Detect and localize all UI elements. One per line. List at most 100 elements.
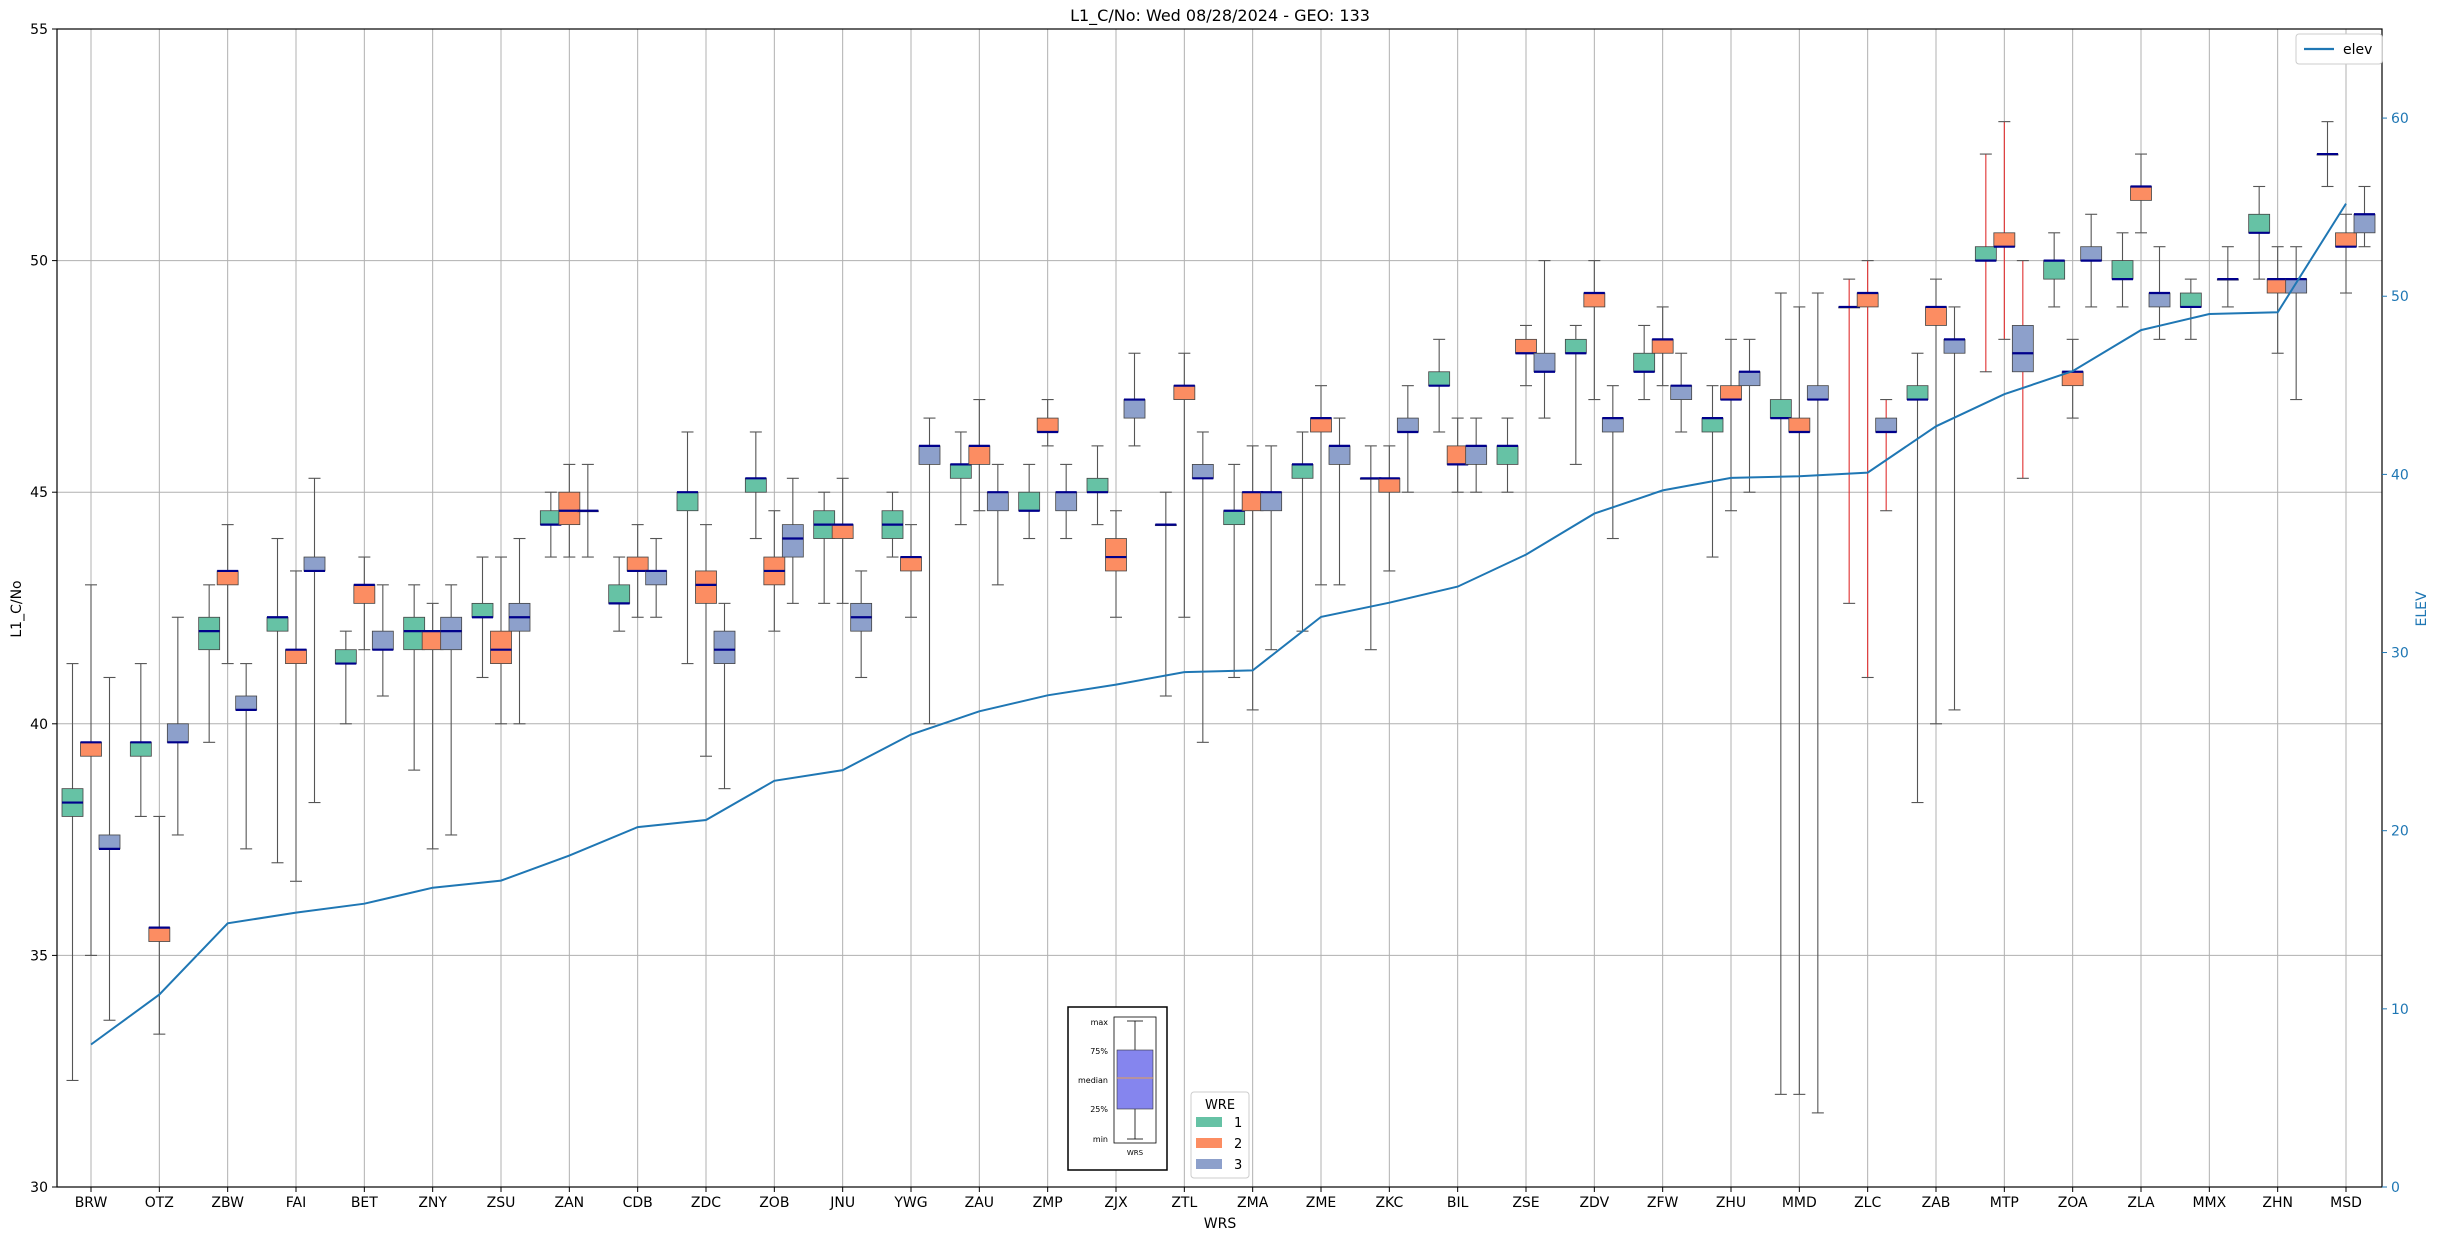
- box-ZFW-2: [1651, 338, 1674, 354]
- x-tick-label-ZOA: ZOA: [2058, 1195, 2088, 1211]
- box-ZMA-3: [1260, 491, 1283, 512]
- x-tick-label-ZTL: ZTL: [1171, 1195, 1197, 1211]
- box-ZHU-1: [1701, 417, 1724, 433]
- box-BIL-2: [1446, 445, 1469, 465]
- x-tick-label-ZLA: ZLA: [2127, 1195, 2155, 1211]
- x-tick-label-ZSE: ZSE: [1512, 1195, 1539, 1211]
- box-ZLA-1: [2111, 260, 2134, 280]
- y2-tick-label-60: 60: [2391, 111, 2409, 127]
- plot-frame: [56, 28, 2383, 1188]
- box-ZME-3: [1328, 445, 1351, 465]
- box-ZJX-1: [1086, 477, 1109, 493]
- box-ZDC-2: [695, 570, 717, 604]
- box-key-label-max: max: [1091, 1018, 1109, 1027]
- x-tick-label-ZBW: ZBW: [211, 1195, 244, 1211]
- box-ZHU-3: [1738, 371, 1761, 387]
- box-ZMP-2: [1036, 417, 1059, 433]
- x-tick-label-ZSU: ZSU: [487, 1195, 516, 1211]
- x-tick-label-ZAU: ZAU: [965, 1195, 994, 1211]
- box-ZMP-1: [1018, 491, 1041, 512]
- wre-legend-swatch-1: [1196, 1117, 1222, 1127]
- box-ZSE-3: [1533, 352, 1556, 373]
- box-ZNY-3: [440, 616, 463, 651]
- x-tick-label-BRW: BRW: [75, 1195, 108, 1211]
- box-ZAN-1: [539, 510, 562, 526]
- y-tick-label-55: 55: [30, 22, 48, 38]
- box-ZOB-1: [744, 477, 767, 493]
- box-ZDC-1: [676, 491, 699, 512]
- box-OTZ-1: [129, 741, 152, 757]
- x-tick-label-YWG: YWG: [893, 1195, 927, 1211]
- box-MTP-1: [1974, 246, 1997, 261]
- x-tick-label-MTP: MTP: [1990, 1195, 2019, 1211]
- wre-legend-swatch-3: [1196, 1159, 1222, 1169]
- x-tick-label-ZAN: ZAN: [555, 1195, 585, 1211]
- box-ZAU-2: [968, 445, 991, 465]
- box-MSD-3: [2353, 213, 2376, 234]
- box-ZLA-3: [2148, 292, 2171, 308]
- chart-title: L1_C/No: Wed 08/28/2024 - GEO: 133: [1070, 6, 1370, 26]
- x-tick-label-MMD: MMD: [1782, 1195, 1817, 1211]
- box-ZDV-1: [1564, 338, 1587, 354]
- y-tick-label-50: 50: [30, 254, 48, 270]
- box-BIL-1: [1428, 371, 1451, 387]
- box-ZBW-2: [216, 570, 239, 586]
- box-ZLC-2: [1856, 292, 1879, 308]
- elev-legend: elev: [2295, 33, 2383, 65]
- box-key-label-min: min: [1093, 1135, 1108, 1144]
- box-JNU-2: [831, 524, 854, 539]
- box-ZSE-1: [1496, 445, 1519, 465]
- y2-tick-label-50: 50: [2391, 289, 2409, 305]
- y-tick-label-45: 45: [30, 485, 48, 501]
- box-key-label-25: 25%: [1090, 1105, 1108, 1114]
- box-ZTL-3: [1191, 464, 1214, 479]
- box-FAI-2: [285, 649, 307, 664]
- box-ZJX-2: [1105, 538, 1127, 572]
- box-MSD-2: [2335, 232, 2357, 248]
- box-ZFW-1: [1633, 352, 1656, 373]
- box-ZLA-2: [2130, 186, 2152, 201]
- x-tick-label-ZME: ZME: [1306, 1195, 1337, 1211]
- y-tick-label-40: 40: [30, 717, 48, 733]
- box-CDB-3: [645, 570, 668, 586]
- box-ZDC-3: [713, 630, 736, 664]
- y2-tick-label-20: 20: [2391, 824, 2409, 840]
- box-key-label-75: 75%: [1090, 1047, 1108, 1056]
- box-ZAU-1: [949, 464, 972, 479]
- box-OTZ-3: [166, 723, 189, 743]
- y2-tick-labels: 0 10 20 30 40 50 60: [2382, 111, 2409, 1196]
- box-ZSE-2: [1515, 338, 1537, 354]
- wre-legend-label-2: 2: [1234, 1137, 1242, 1152]
- wre-legend-label-3: 3: [1234, 1158, 1242, 1173]
- y-tick-label-35: 35: [30, 948, 48, 964]
- box-ZOB-3: [781, 524, 804, 558]
- box-ZFW-3: [1670, 385, 1693, 400]
- elev-legend-frame: [2295, 33, 2383, 65]
- box-key-box: [1116, 1049, 1154, 1110]
- x-tick-label-ZNY: ZNY: [418, 1195, 447, 1211]
- box-FAI-3: [303, 556, 326, 572]
- wre-legend-label-1: 1: [1234, 1116, 1242, 1131]
- box-BRW-3: [98, 834, 121, 850]
- box-ZBW-3: [235, 695, 258, 711]
- x-tick-labels: BRW OTZ ZBW FAI BET ZNY ZSU ZAN CDB ZDC ZOB JNU YWG Z…: [75, 1187, 2362, 1211]
- box-ZKC-3: [1396, 417, 1419, 433]
- box-ZSU-2: [490, 630, 512, 664]
- box-YWG-2: [900, 556, 922, 572]
- box-key-label-median: median: [1078, 1076, 1108, 1085]
- box-ZMP-3: [1055, 491, 1078, 512]
- box-BET-1: [334, 649, 357, 664]
- x-tick-label-ZDC: ZDC: [691, 1195, 721, 1211]
- box-ZKC-2: [1378, 477, 1401, 493]
- box-ZOA-3: [2080, 246, 2103, 261]
- y2-axis-label: ELEV: [2414, 591, 2430, 626]
- x-tick-label-ZFW: ZFW: [1647, 1195, 1679, 1211]
- box-MMD-3: [1806, 385, 1829, 400]
- y-axis-label: L1_C/No: [9, 580, 25, 637]
- box-ZAN-2: [558, 491, 581, 526]
- box-ZAU-3: [986, 491, 1009, 512]
- box-ZLC-3: [1875, 417, 1898, 433]
- box-MMD-1: [1769, 399, 1792, 419]
- y2-tick-label-30: 30: [2391, 646, 2409, 662]
